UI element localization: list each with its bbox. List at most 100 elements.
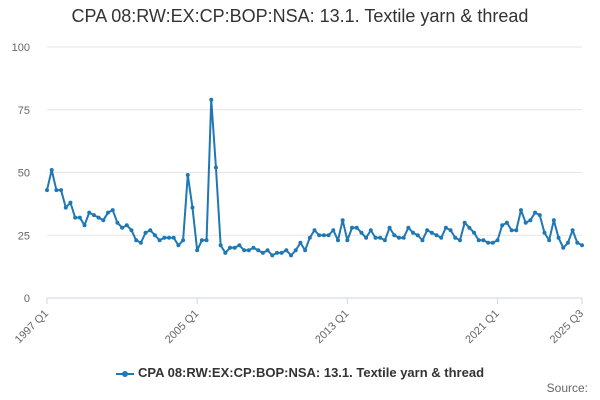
data-point[interactable] — [298, 240, 303, 245]
data-point[interactable] — [181, 238, 186, 243]
data-point[interactable] — [359, 230, 364, 235]
data-point[interactable] — [387, 225, 392, 230]
data-point[interactable] — [542, 230, 547, 235]
data-point[interactable] — [213, 165, 218, 170]
data-point[interactable] — [415, 233, 420, 238]
data-point[interactable] — [561, 245, 566, 250]
data-point[interactable] — [307, 235, 312, 240]
data-point[interactable] — [274, 250, 279, 255]
data-point[interactable] — [237, 243, 242, 248]
data-point[interactable] — [396, 235, 401, 240]
data-point[interactable] — [406, 225, 411, 230]
data-point[interactable] — [124, 223, 129, 228]
data-point[interactable] — [284, 248, 289, 253]
data-point[interactable] — [556, 235, 561, 240]
data-point[interactable] — [73, 215, 78, 220]
data-point[interactable] — [364, 235, 369, 240]
data-point[interactable] — [204, 238, 209, 243]
data-point[interactable] — [54, 188, 59, 193]
data-point[interactable] — [533, 210, 538, 215]
data-point[interactable] — [420, 238, 425, 243]
data-point[interactable] — [256, 248, 261, 253]
data-point[interactable] — [368, 228, 373, 233]
data-point[interactable] — [260, 250, 265, 255]
data-point[interactable] — [96, 215, 101, 220]
data-point[interactable] — [152, 233, 157, 238]
data-point[interactable] — [551, 218, 556, 223]
data-point[interactable] — [91, 213, 96, 218]
data-point[interactable] — [345, 238, 350, 243]
data-point[interactable] — [59, 188, 64, 193]
data-point[interactable] — [340, 218, 345, 223]
data-point[interactable] — [176, 243, 181, 248]
data-point[interactable] — [382, 238, 387, 243]
data-point[interactable] — [580, 243, 584, 248]
data-point[interactable] — [392, 233, 397, 238]
data-point[interactable] — [321, 233, 326, 238]
data-point[interactable] — [232, 245, 237, 250]
data-point[interactable] — [143, 230, 148, 235]
data-point[interactable] — [148, 228, 153, 233]
data-point[interactable] — [312, 228, 317, 233]
data-point[interactable] — [209, 97, 214, 102]
data-point[interactable] — [106, 210, 111, 215]
data-point[interactable] — [373, 235, 378, 240]
data-point[interactable] — [547, 238, 552, 243]
data-point[interactable] — [350, 225, 355, 230]
data-point[interactable] — [331, 228, 336, 233]
data-point[interactable] — [448, 228, 453, 233]
data-point[interactable] — [429, 230, 434, 235]
data-point[interactable] — [265, 248, 270, 253]
data-point[interactable] — [82, 223, 87, 228]
data-point[interactable] — [486, 240, 491, 245]
data-point[interactable] — [518, 208, 523, 213]
data-point[interactable] — [481, 238, 486, 243]
data-point[interactable] — [378, 235, 383, 240]
data-point[interactable] — [120, 225, 125, 230]
data-point[interactable] — [228, 245, 233, 250]
data-point[interactable] — [171, 235, 176, 240]
data-point[interactable] — [500, 223, 505, 228]
data-point[interactable] — [49, 167, 54, 172]
data-point[interactable] — [462, 220, 467, 225]
data-point[interactable] — [134, 238, 139, 243]
data-point[interactable] — [110, 208, 115, 213]
data-point[interactable] — [523, 220, 528, 225]
data-point[interactable] — [504, 220, 509, 225]
data-point[interactable] — [570, 228, 575, 233]
data-point[interactable] — [354, 225, 359, 230]
data-point[interactable] — [162, 235, 167, 240]
data-point[interactable] — [509, 228, 514, 233]
data-point[interactable] — [293, 248, 298, 253]
data-point[interactable] — [246, 248, 251, 253]
data-point[interactable] — [401, 235, 406, 240]
data-point[interactable] — [490, 240, 495, 245]
data-point[interactable] — [335, 238, 340, 243]
data-point[interactable] — [303, 248, 308, 253]
data-point[interactable] — [190, 205, 195, 210]
data-point[interactable] — [443, 225, 448, 230]
data-point[interactable] — [101, 218, 106, 223]
data-point[interactable] — [251, 245, 256, 250]
data-point[interactable] — [453, 235, 458, 240]
data-point[interactable] — [467, 225, 472, 230]
data-point[interactable] — [242, 248, 247, 253]
data-point[interactable] — [411, 230, 416, 235]
data-point[interactable] — [439, 235, 444, 240]
data-point[interactable] — [199, 238, 204, 243]
data-point[interactable] — [326, 233, 331, 238]
data-point[interactable] — [68, 200, 73, 205]
data-point[interactable] — [270, 253, 275, 258]
data-point[interactable] — [317, 233, 322, 238]
data-point[interactable] — [45, 188, 49, 193]
data-point[interactable] — [195, 248, 200, 253]
data-point[interactable] — [115, 220, 120, 225]
data-point[interactable] — [157, 238, 162, 243]
data-point[interactable] — [129, 228, 134, 233]
data-point[interactable] — [167, 235, 172, 240]
data-point[interactable] — [457, 238, 462, 243]
data-point[interactable] — [218, 243, 223, 248]
data-point[interactable] — [476, 238, 481, 243]
legend[interactable]: CPA 08:RW:EX:CP:BOP:NSA: 13.1. Textile y… — [0, 365, 600, 380]
data-point[interactable] — [528, 218, 533, 223]
